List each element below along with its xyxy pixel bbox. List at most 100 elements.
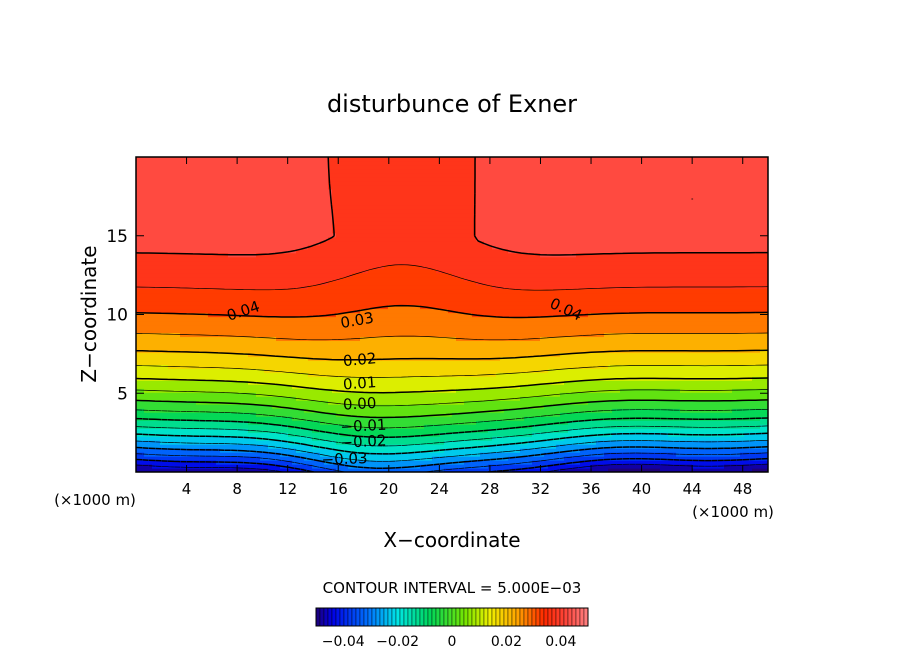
field-cell (292, 184, 297, 190)
field-cell (264, 236, 269, 242)
field-cell (280, 212, 285, 218)
field-cell (296, 372, 301, 377)
field-cell (296, 352, 301, 357)
field-cell (336, 428, 341, 433)
field-cell (176, 468, 181, 472)
field-cell (144, 364, 149, 369)
field-cell (196, 380, 201, 385)
field-cell (276, 172, 281, 178)
field-cell (200, 372, 205, 377)
field-cell (236, 232, 241, 238)
field-cell (156, 428, 161, 433)
field-cell (212, 208, 217, 214)
field-cell (220, 160, 225, 166)
field-cell (292, 244, 297, 250)
field-cell (192, 228, 197, 234)
field-cell (280, 204, 285, 210)
field-cell (200, 276, 205, 282)
field-cell (252, 164, 257, 170)
field-cell (196, 280, 201, 286)
field-cell (148, 448, 153, 453)
field-cell (248, 168, 253, 174)
field-cell (244, 376, 249, 381)
field-cell (252, 356, 257, 361)
field-cell (136, 300, 141, 306)
field-cell (320, 308, 325, 314)
field-cell (292, 204, 297, 210)
field-cell (324, 444, 329, 449)
field-cell (136, 248, 141, 254)
field-cell (284, 308, 289, 314)
field-cell (372, 200, 377, 206)
field-cell (236, 384, 241, 389)
field-cell (360, 288, 365, 294)
field-cell (164, 312, 169, 318)
field-cell (196, 220, 201, 226)
field-cell (332, 320, 337, 326)
field-cell (276, 320, 281, 326)
field-cell (196, 376, 201, 381)
field-cell (284, 448, 289, 453)
field-cell (260, 176, 265, 182)
field-cell (260, 464, 265, 469)
field-cell (360, 332, 365, 338)
field-cell (224, 340, 229, 346)
field-cell (368, 284, 373, 290)
field-cell (304, 240, 309, 246)
field-cell (352, 276, 357, 282)
field-cell (340, 236, 345, 242)
field-cell (152, 268, 157, 274)
field-cell (288, 404, 293, 409)
field-cell (244, 288, 249, 294)
field-cell (316, 424, 321, 429)
field-cell (308, 252, 313, 258)
field-cell (164, 332, 169, 338)
field-cell (152, 308, 157, 314)
field-cell (268, 456, 273, 461)
field-cell (300, 428, 305, 433)
field-cell (184, 216, 189, 222)
field-cell (240, 208, 245, 214)
field-cell (164, 392, 169, 397)
field-cell (208, 216, 213, 222)
field-cell (272, 232, 277, 238)
field-cell (384, 444, 389, 449)
field-cell (364, 356, 369, 361)
field-cell (256, 344, 261, 349)
field-cell (364, 360, 369, 365)
field-cell (356, 348, 361, 353)
field-cell (188, 416, 193, 421)
field-cell (200, 300, 205, 306)
field-cell (152, 288, 157, 294)
field-cell (192, 320, 197, 326)
field-cell (244, 344, 249, 349)
field-cell (260, 300, 265, 306)
field-cell (372, 428, 377, 433)
field-cell (264, 268, 269, 274)
field-cell (300, 192, 305, 198)
field-cell (220, 304, 225, 310)
field-cell (140, 344, 145, 349)
field-cell (324, 244, 329, 250)
field-cell (332, 236, 337, 242)
field-cell (224, 196, 229, 202)
field-cell (304, 288, 309, 294)
field-cell (224, 204, 229, 210)
field-cell (256, 328, 261, 334)
field-cell (248, 452, 253, 457)
field-cell (252, 240, 257, 246)
field-cell (176, 272, 181, 278)
field-cell (260, 192, 265, 198)
field-cell (352, 288, 357, 294)
field-cell (156, 280, 161, 286)
field-cell (200, 180, 205, 186)
field-cell (156, 400, 161, 405)
field-cell (324, 448, 329, 453)
field-cell (244, 424, 249, 429)
field-cell (156, 164, 161, 170)
field-cell (260, 232, 265, 238)
field-cell (384, 360, 389, 365)
field-cell (172, 328, 177, 334)
field-cell (248, 264, 253, 270)
field-cell (344, 340, 349, 346)
